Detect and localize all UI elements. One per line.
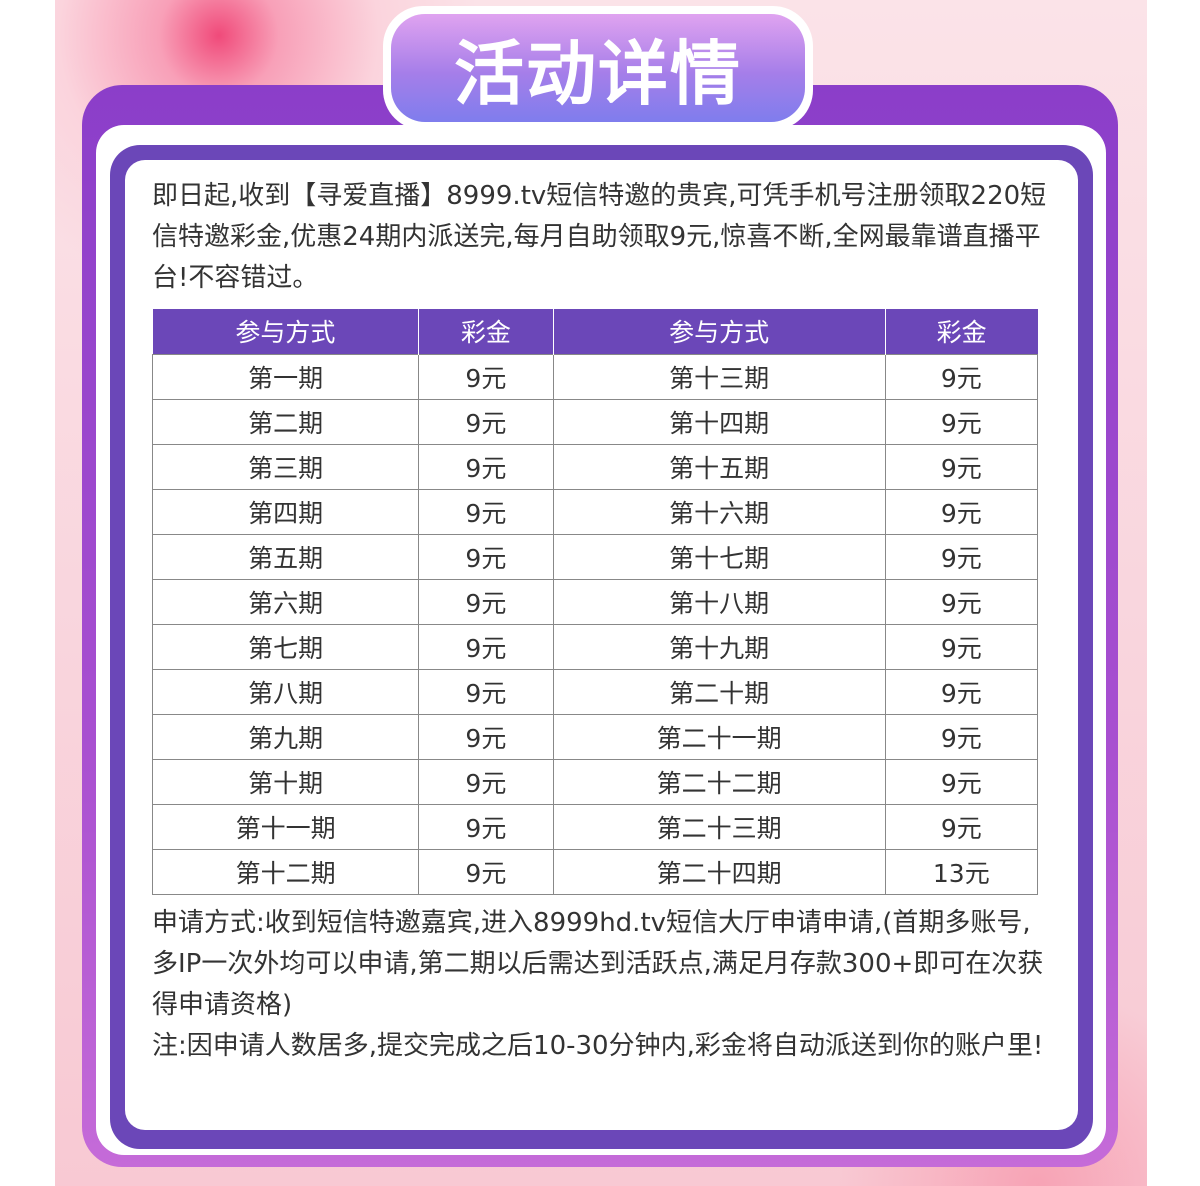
- table-row: 第二期 9元 第十四期 9元: [151, 398, 1039, 445]
- rewards-table: 参与方式 彩金 参与方式 彩金 第一期 9元 第十三期 9元 第二期 9元 第十四期 9元 第三…: [151, 309, 1039, 895]
- period-cell: 第二十期: [552, 668, 886, 715]
- period-cell: 第十四期: [552, 398, 886, 445]
- bonus-cell: 9元: [418, 713, 554, 760]
- period-cell: 第十二期: [151, 848, 420, 895]
- period-cell: 第十七期: [552, 533, 886, 580]
- bonus-cell: 9元: [884, 533, 1039, 580]
- bonus-cell: 9元: [418, 443, 554, 490]
- bonus-cell: 9元: [418, 758, 554, 805]
- bonus-cell: 9元: [884, 803, 1039, 850]
- period-cell: 第九期: [151, 713, 420, 760]
- table-row: 第六期 9元 第十八期 9元: [151, 578, 1039, 625]
- period-cell: 第十八期: [552, 578, 886, 625]
- bonus-cell: 13元: [884, 848, 1039, 895]
- table-row: 第三期 9元 第十五期 9元: [151, 443, 1039, 490]
- bonus-cell: 9元: [418, 848, 554, 895]
- header-method: 参与方式: [553, 309, 886, 354]
- period-cell: 第十一期: [151, 803, 420, 850]
- period-cell: 第六期: [151, 578, 420, 625]
- bonus-cell: 9元: [884, 713, 1039, 760]
- bonus-cell: 9元: [884, 758, 1039, 805]
- bonus-cell: 9元: [884, 398, 1039, 445]
- table-header-row: 参与方式 彩金 参与方式 彩金: [152, 309, 1038, 354]
- table-row: 第十二期 9元 第二十四期 13元: [151, 848, 1039, 895]
- period-cell: 第十期: [151, 758, 420, 805]
- period-cell: 第二十四期: [552, 848, 886, 895]
- bonus-cell: 9元: [418, 578, 554, 625]
- page-title: 活动详情: [454, 32, 742, 115]
- apply-method-text: 申请方式:收到短信特邀嘉宾,进入8999hd.tv短信大厅申请申请,(首期多账号…: [152, 908, 1044, 1020]
- bonus-cell: 9元: [418, 668, 554, 715]
- bonus-cell: 9元: [418, 488, 554, 535]
- table-row: 第一期 9元 第十三期 9元: [151, 353, 1039, 400]
- period-cell: 第二十三期: [552, 803, 886, 850]
- bonus-cell: 9元: [884, 578, 1039, 625]
- table-row: 第九期 9元 第二十一期 9元: [151, 713, 1039, 760]
- note-text: 注:因申请人数居多,提交完成之后10-30分钟内,彩金将自动派送到你的账户里!: [152, 1031, 1044, 1061]
- period-cell: 第十九期: [552, 623, 886, 670]
- period-cell: 第五期: [151, 533, 420, 580]
- table-row: 第十一期 9元 第二十三期 9元: [151, 803, 1039, 850]
- period-cell: 第十三期: [552, 353, 886, 400]
- bonus-cell: 9元: [418, 353, 554, 400]
- bonus-cell: 9元: [884, 668, 1039, 715]
- period-cell: 第三期: [151, 443, 420, 490]
- table-row: 第十期 9元 第二十二期 9元: [151, 758, 1039, 805]
- period-cell: 第十五期: [552, 443, 886, 490]
- period-cell: 第四期: [151, 488, 420, 535]
- title-banner: 活动详情: [383, 6, 813, 130]
- period-cell: 第二十一期: [552, 713, 886, 760]
- period-cell: 第十六期: [552, 488, 886, 535]
- period-cell: 第七期: [151, 623, 420, 670]
- bonus-cell: 9元: [418, 398, 554, 445]
- table-row: 第四期 9元 第十六期 9元: [151, 488, 1039, 535]
- header-bonus: 彩金: [418, 309, 554, 354]
- period-cell: 第二十二期: [552, 758, 886, 805]
- table-row: 第五期 9元 第十七期 9元: [151, 533, 1039, 580]
- bonus-cell: 9元: [884, 623, 1039, 670]
- bonus-cell: 9元: [418, 623, 554, 670]
- notes: 申请方式:收到短信特邀嘉宾,进入8999hd.tv短信大厅申请申请,(首期多账号…: [152, 903, 1052, 1067]
- bonus-cell: 9元: [418, 533, 554, 580]
- period-cell: 第一期: [151, 353, 420, 400]
- header-bonus: 彩金: [885, 309, 1038, 354]
- header-method: 参与方式: [152, 309, 420, 354]
- table-row: 第八期 9元 第二十期 9元: [151, 668, 1039, 715]
- intro-text: 即日起,收到【寻爱直播】8999.tv短信特邀的贵宾,可凭手机号注册领取220短…: [152, 181, 1047, 293]
- table-row: 第七期 9元 第十九期 9元: [151, 623, 1039, 670]
- period-cell: 第八期: [151, 668, 420, 715]
- period-cell: 第二期: [151, 398, 420, 445]
- bonus-cell: 9元: [884, 488, 1039, 535]
- bonus-cell: 9元: [418, 803, 554, 850]
- bonus-cell: 9元: [884, 443, 1039, 490]
- bonus-cell: 9元: [884, 353, 1039, 400]
